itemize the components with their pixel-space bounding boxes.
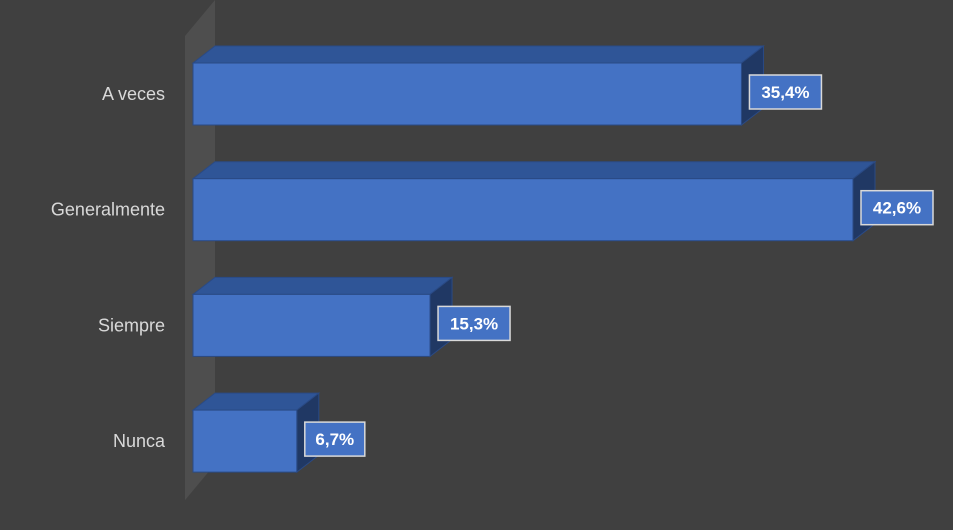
data-label: 15,3% <box>437 305 511 342</box>
bar-a-veces <box>191 44 765 127</box>
category-label: A veces <box>102 84 165 104</box>
category-labels: A veces Generalmente Siempre Nunca <box>51 84 166 451</box>
bar-front-face <box>192 62 742 126</box>
category-label: Siempre <box>98 315 165 335</box>
bar-nunca <box>191 392 321 474</box>
bars: 35,4% 42,6% 15,3% 6,7% <box>191 44 934 474</box>
bar-top-face <box>191 161 877 180</box>
data-label-box <box>437 305 511 342</box>
bar-front-face <box>192 409 298 473</box>
data-label-box <box>748 74 823 110</box>
data-label: 35,4% <box>748 74 823 110</box>
category-label: Nunca <box>113 431 166 451</box>
data-label-text: 15,3% <box>450 314 498 333</box>
bar-top-face <box>191 276 454 295</box>
bar-generalmente <box>191 160 877 242</box>
category-label: Generalmente <box>51 200 165 220</box>
data-label-text: 6,7% <box>315 430 354 449</box>
data-label: 42,6% <box>860 189 934 226</box>
data-label: 6,7% <box>304 421 366 457</box>
bar-front-face <box>192 293 431 357</box>
data-label-box <box>304 421 366 457</box>
data-label-text: 42,6% <box>873 199 921 218</box>
bar-front-face <box>192 178 854 242</box>
bar-siempre <box>191 276 454 358</box>
data-label-text: 35,4% <box>761 83 809 102</box>
bar-top-face <box>191 45 765 64</box>
data-label-box <box>860 189 934 226</box>
